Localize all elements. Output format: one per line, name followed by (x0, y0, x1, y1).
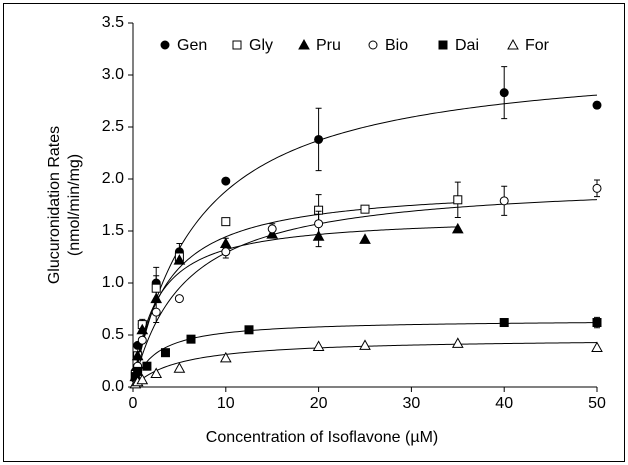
point (499, 88, 509, 98)
point (136, 373, 149, 385)
point (451, 222, 464, 234)
y-tick-label: 3.0 (102, 66, 124, 83)
legend-marker (232, 40, 242, 50)
x-tick-label: 40 (495, 395, 513, 412)
point (160, 348, 170, 358)
x-tick-label: 0 (129, 395, 138, 412)
point (186, 334, 196, 344)
x-axis-label: Concentration of Isoflavone (µM) (206, 429, 438, 446)
point (133, 366, 143, 376)
legend-label: Gly (249, 37, 273, 54)
point (360, 204, 370, 214)
point (451, 337, 464, 348)
legend-marker (507, 38, 519, 50)
legend-label: Pru (316, 37, 341, 54)
point (314, 219, 324, 229)
point (137, 335, 147, 345)
legend-marker (160, 40, 170, 50)
legend-label: Dai (455, 37, 479, 54)
point (151, 283, 161, 293)
y-axis-label: Glucuronidation Rates (46, 126, 63, 284)
point (173, 254, 186, 265)
y-tick-label: 1.5 (102, 222, 124, 239)
point (136, 323, 149, 335)
fit-curve (132, 202, 458, 388)
legend-label: Bio (385, 37, 408, 54)
y-tick-label: 3.5 (102, 14, 124, 31)
point (499, 196, 509, 206)
x-tick-label: 10 (217, 395, 235, 412)
legend-label: For (525, 37, 550, 54)
fit-curve (132, 322, 598, 388)
point (312, 340, 325, 351)
x-tick-label: 20 (310, 395, 328, 412)
point (359, 339, 371, 350)
point (592, 318, 602, 328)
point (221, 247, 231, 257)
point (219, 351, 232, 363)
point (244, 325, 254, 335)
legend-label: Gen (177, 37, 207, 54)
point (592, 100, 602, 110)
point (314, 134, 324, 144)
point (591, 341, 603, 352)
legend-marker (298, 38, 310, 50)
legend-marker (368, 40, 378, 50)
fit-curve (132, 199, 598, 388)
point (453, 195, 463, 205)
x-tick-label: 30 (403, 395, 421, 412)
y-tick-label: 0.0 (102, 378, 124, 395)
y-tick-label: 1.0 (102, 274, 124, 291)
x-tick-label: 50 (588, 395, 606, 412)
fit-curve (132, 94, 598, 388)
point (174, 294, 184, 304)
point (131, 349, 144, 361)
frame (3, 3, 625, 462)
y-tick-label: 0.5 (102, 326, 124, 343)
point (151, 307, 161, 317)
point (173, 362, 186, 373)
point (359, 233, 371, 244)
point (221, 217, 231, 227)
y-axis-label: (nmol/min/mg) (66, 154, 83, 256)
point (499, 318, 509, 328)
point (221, 176, 231, 186)
y-tick-label: 2.5 (102, 118, 124, 135)
fit-curve (132, 226, 458, 388)
y-tick-label: 2.0 (102, 170, 124, 187)
point (150, 367, 163, 378)
point (142, 361, 152, 371)
point (592, 183, 602, 193)
legend-marker (438, 40, 448, 50)
point (267, 224, 277, 234)
